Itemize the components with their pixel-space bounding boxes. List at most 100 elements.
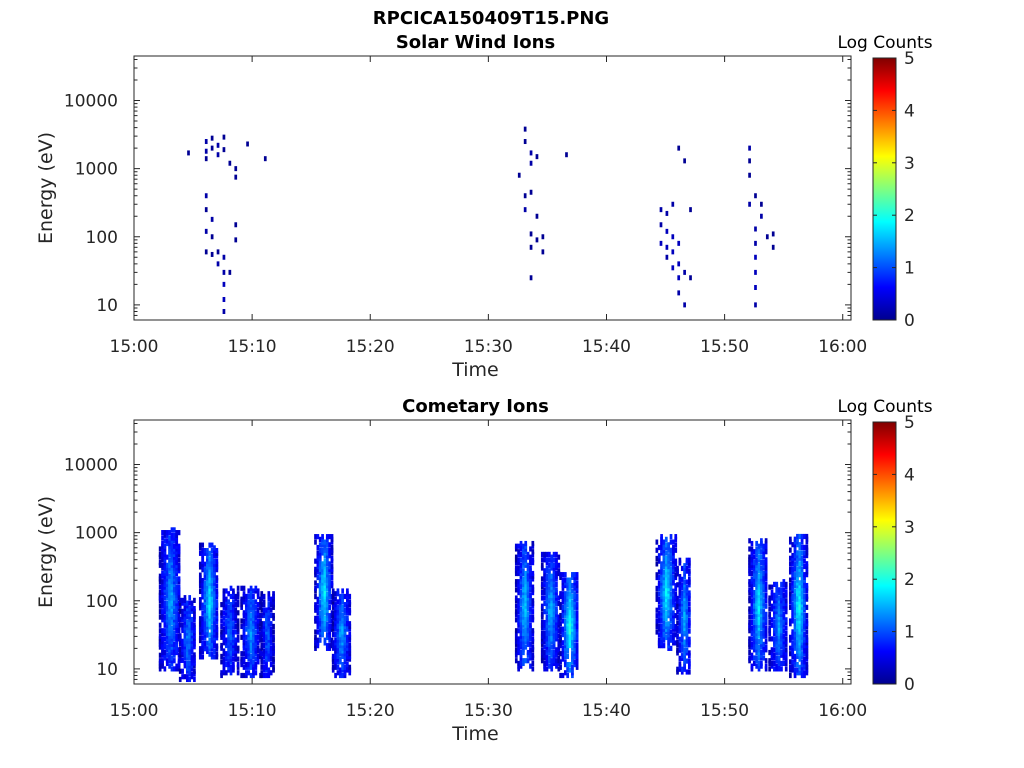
data-cell: [803, 623, 806, 630]
data-cell: [545, 628, 549, 634]
data-cell: [224, 661, 228, 668]
data-cell: [325, 572, 329, 578]
data-cell: [575, 642, 579, 649]
data-cell: [170, 535, 174, 541]
data-cell: [803, 602, 806, 608]
data-cell: [775, 592, 779, 598]
data-cell: [215, 616, 219, 622]
data-cell: [680, 647, 684, 653]
data-cell: [770, 655, 774, 661]
data-cell: [321, 604, 324, 611]
data-cell: [201, 580, 205, 586]
data-cell: [760, 538, 763, 544]
data-cell: [768, 595, 772, 601]
data-cell: [193, 608, 196, 614]
data-cell: [161, 603, 164, 609]
data-cell: [316, 637, 320, 643]
data-cell: [267, 667, 271, 673]
data-cell: [662, 618, 666, 624]
data-cell: [667, 561, 671, 567]
data-cell: [796, 572, 799, 578]
data-cell: [161, 543, 164, 549]
data-cell: [222, 632, 226, 638]
data-cell: [346, 623, 349, 630]
data-cell: [754, 193, 757, 199]
data-cell: [764, 647, 768, 653]
data-cell: [755, 562, 759, 568]
data-cell: [563, 577, 567, 583]
data-cell: [259, 648, 262, 654]
data-cell: [247, 602, 251, 608]
data-cell: [566, 629, 570, 635]
data-cell: [687, 593, 691, 599]
data-cell: [323, 539, 327, 545]
data-cell: [519, 636, 523, 642]
data-cell: [748, 554, 751, 560]
data-cell: [662, 574, 666, 581]
data-cell: [757, 600, 761, 607]
data-cell: [566, 637, 570, 643]
data-cell: [175, 617, 179, 623]
data-cell: [545, 568, 549, 574]
data-cell: [752, 628, 756, 634]
data-cell: [198, 550, 202, 556]
data-cell: [561, 672, 565, 679]
data-cell: [678, 582, 682, 588]
data-cell: [568, 634, 572, 640]
data-cell: [571, 593, 574, 600]
data-cell: [262, 610, 266, 616]
data-cell: [752, 549, 756, 555]
data-cell: [524, 560, 528, 566]
data-cell: [660, 561, 663, 567]
data-cell: [343, 615, 347, 621]
data-cell: [188, 608, 192, 614]
data-cell: [676, 601, 679, 607]
data-cell: [571, 629, 574, 635]
data-cell: [791, 640, 795, 646]
data-cell: [566, 623, 570, 630]
data-cell: [175, 543, 179, 549]
data-cell: [777, 639, 781, 645]
data-cell: [242, 596, 246, 602]
data-cell: [674, 547, 678, 553]
data-cell: [321, 632, 324, 638]
data-cell: [232, 612, 235, 619]
data-cell: [246, 141, 249, 147]
data-cell: [775, 644, 779, 650]
data-cell: [805, 536, 809, 542]
data-cell: [334, 621, 337, 627]
data-cell: [198, 654, 202, 660]
data-cell: [805, 544, 809, 551]
data-cell: [755, 540, 759, 547]
data-cell: [768, 606, 772, 612]
data-cell: [318, 599, 322, 605]
data-cell: [262, 651, 266, 657]
data-cell: [165, 647, 169, 653]
data-cell: [265, 640, 268, 646]
data-cell: [557, 562, 561, 568]
data-cell: [172, 622, 176, 628]
data-cell: [805, 651, 809, 657]
data-cell: [748, 565, 751, 571]
data-cell: [676, 598, 679, 604]
data-cell: [201, 602, 205, 608]
data-cell: [548, 562, 551, 568]
data-cell: [172, 570, 176, 577]
data-cell: [227, 634, 231, 640]
data-cell: [757, 639, 761, 645]
data-cell: [526, 570, 530, 577]
data-cell: [800, 604, 804, 610]
data-cell: [265, 645, 268, 651]
data-cell: [318, 602, 322, 608]
data-cell: [216, 142, 220, 148]
data-cell: [750, 551, 754, 558]
data-cell: [798, 591, 802, 597]
data-cell: [514, 581, 518, 588]
data-cell: [552, 565, 556, 571]
data-cell: [805, 661, 809, 668]
data-cell: [571, 651, 574, 657]
data-cell: [800, 588, 804, 594]
data-cell: [325, 607, 329, 613]
data-cell: [163, 581, 167, 588]
data-cell: [676, 620, 679, 626]
